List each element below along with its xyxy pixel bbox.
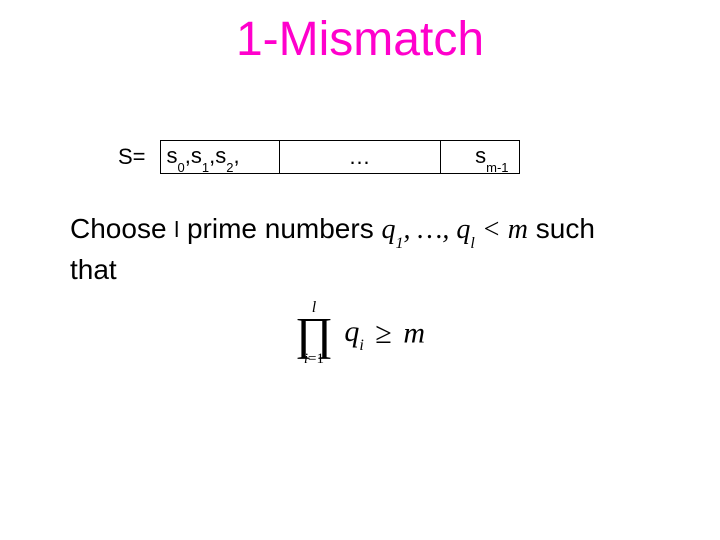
q-sub: 1 [395,235,403,252]
seq-base: s [191,143,202,168]
sequence-box-right: sm-1 [440,140,520,174]
formula-term: qi [344,315,371,348]
term-base: q [344,315,359,348]
body-sep: , …, [403,214,456,245]
body-post1: such [528,213,595,244]
body-mid1: prime numbers [179,213,381,244]
sequence-box-left: s0, s1, s2, [160,140,280,174]
prod-symbol: ∏ [295,314,333,353]
q-base: q [456,214,470,245]
seq-base: s [215,143,226,168]
body-text: Choose l prime numbers q1, …, ql < m suc… [70,210,670,289]
seq-item-1: s1, [191,143,215,171]
formula: l ∏ i=1 qi ≥ m [0,300,720,367]
sequence-box-mid: … [280,140,440,174]
prod-lower-eq: = [308,351,316,367]
sequence-label: S= [118,144,146,170]
body-pre: Choose [70,213,174,244]
body-mvar: m [508,214,528,245]
body-q1: q1 [381,214,403,245]
body-ql: ql [456,214,474,245]
formula-relation: ≥ [371,317,395,350]
body-cmp: < [475,214,508,245]
term-sub: i [359,337,363,354]
q-base: q [381,214,395,245]
slide: 1-Mismatch S= s0, s1, s2, … sm-1 Choose … [0,0,720,540]
slide-title: 1-Mismatch [0,12,720,67]
seq-base: s [475,143,486,168]
q-sub: l [470,235,474,252]
body-post2: that [70,254,117,285]
formula-rhs: m [403,317,425,350]
product-operator: l ∏ i=1 [295,300,333,367]
seq-sub: 0 [178,160,185,175]
seq-item-2: s2, [215,143,239,171]
sequence-row: S= s0, s1, s2, … sm-1 [118,140,520,174]
seq-base: s [167,143,178,168]
seq-sub: 2 [226,160,233,175]
seq-sub: 1 [202,160,209,175]
seq-comma: , [233,143,239,168]
seq-item-0: s0, [167,143,191,171]
seq-item-last: sm-1 [475,143,508,171]
seq-sub: m-1 [486,160,508,175]
prod-lower-1: 1 [317,351,325,367]
